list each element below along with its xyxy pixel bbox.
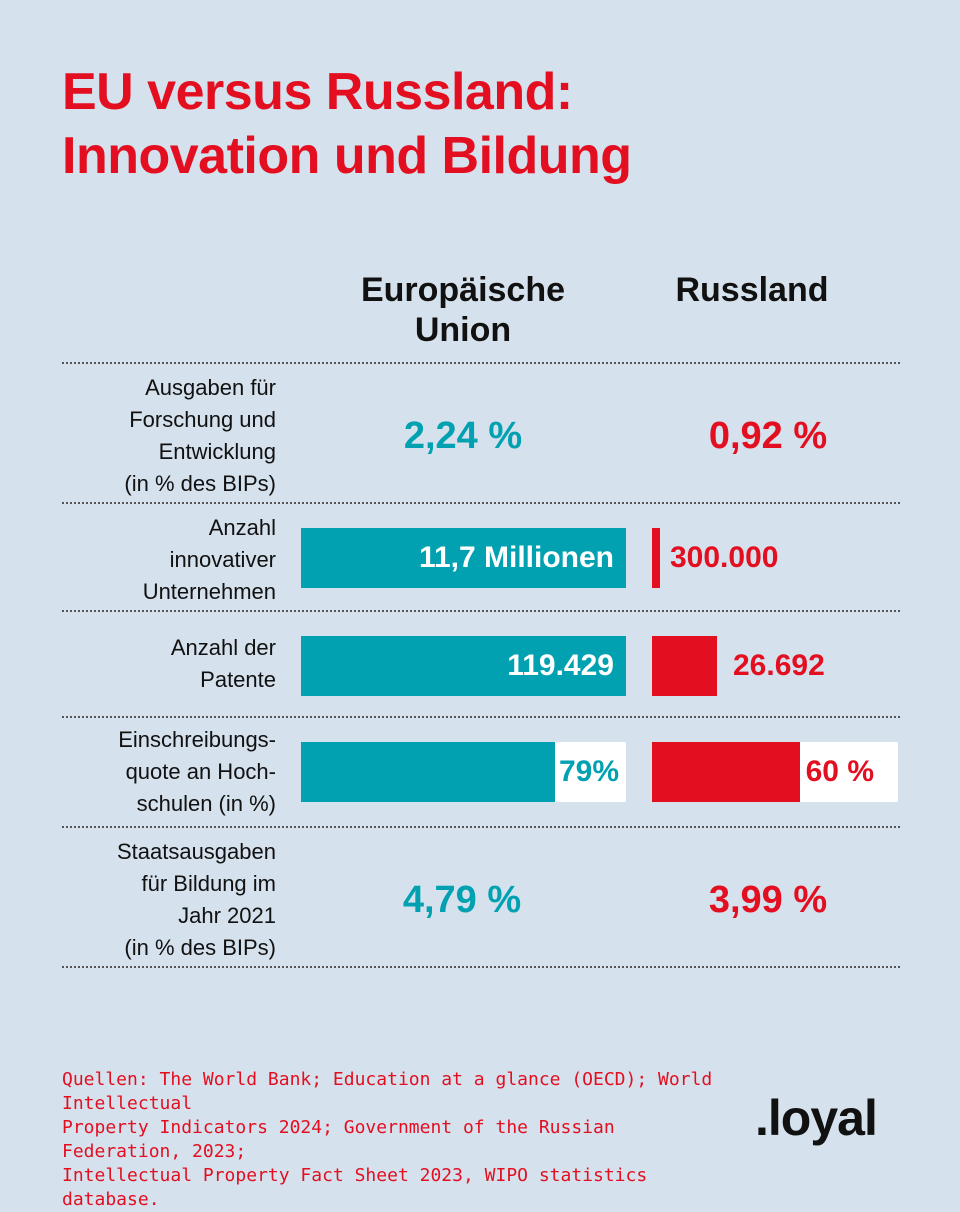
row-label-line: schulen (in %) [136,791,276,816]
row-label-line: Patente [200,667,276,692]
ru-value-rd-spending: 0,92 % [708,415,828,457]
row-label-line: Staatsausgaben [116,839,276,864]
row-label-line: Anzahl der [170,635,276,660]
row-label-line: Entwicklung [158,439,276,464]
sources-note: Quellen: The World Bank; Education at a … [62,1068,742,1212]
ru-bar-enrollment [652,742,800,802]
eu-bar-label-innovative-companies: 11,7 Millionen [418,541,614,574]
eu-bar-innovative-companies [301,528,626,588]
eu-bar-label-patents: 119.429 [507,649,614,682]
divider [62,610,900,612]
divider [62,502,900,504]
column-header-eu-line-2: Union [414,311,512,349]
eu-value-rd-spending: 2,24 % [403,415,523,457]
divider [62,966,900,968]
ru-value-education-spending: 3,99 % [708,879,828,921]
column-header-eu-line-1: Europäische [360,271,566,309]
column-header-ru: Russland [675,271,829,309]
divider [62,826,900,828]
title-line-1: EU versus Russland: [62,63,573,121]
row-label-line: Ausgaben für [145,375,276,400]
ru-bar-label-patents: 26.692 [733,649,825,682]
sources-line: Intellectual Property Fact Sheet 2023, W… [62,1165,648,1210]
row-label-line: für Bildung im [141,871,276,896]
row-label-education-spending: Staatsausgaben für Bildung im Jahr 2021 … [62,836,276,964]
ru-bar-label-enrollment: 60 % [805,755,874,788]
row-label-line: Jahr 2021 [178,903,276,928]
row-label-patents: Anzahl der Patente [62,632,276,696]
row-label-line: innovativer [169,547,276,572]
page-title: EU versus Russland: Innovation und Bildu… [62,60,902,188]
column-header-eu: Europäische Union [300,270,626,350]
row-label-line: Anzahl [208,515,276,540]
row-label-line: quote an Hoch- [125,759,276,784]
eu-value-education-spending: 4,79 % [402,879,522,921]
eu-bar-patents [301,636,626,696]
row-label-line: Unternehmen [142,579,276,604]
row-label-line: Forschung und [129,407,276,432]
sources-line: Property Indicators 2024; Government of … [62,1117,615,1162]
divider [62,362,900,364]
ru-bar-label-innovative-companies: 300.000 [670,541,779,574]
divider [62,716,900,718]
ru-bar-innovative-companies [652,528,660,588]
eu-bar-label-enrollment: 79% [558,755,619,788]
row-label-rd-spending: Ausgaben für Forschung und Entwicklung (… [62,372,276,500]
row-label-line: (in % des BIPs) [124,935,276,960]
sources-line: Quellen: The World Bank; Education at a … [62,1069,713,1114]
row-label-enrollment: Einschreibungs- quote an Hoch- schulen (… [62,724,276,820]
loyal-logo: .loyal [755,1090,878,1146]
row-label-line: (in % des BIPs) [124,471,276,496]
ru-bar-patents [652,636,717,696]
row-label-line: Einschreibungs- [118,727,276,752]
row-label-innovative-companies: Anzahl innovativer Unternehmen [62,512,276,608]
title-line-2: Innovation und Bildung [62,127,632,185]
eu-bar-enrollment [301,742,555,802]
